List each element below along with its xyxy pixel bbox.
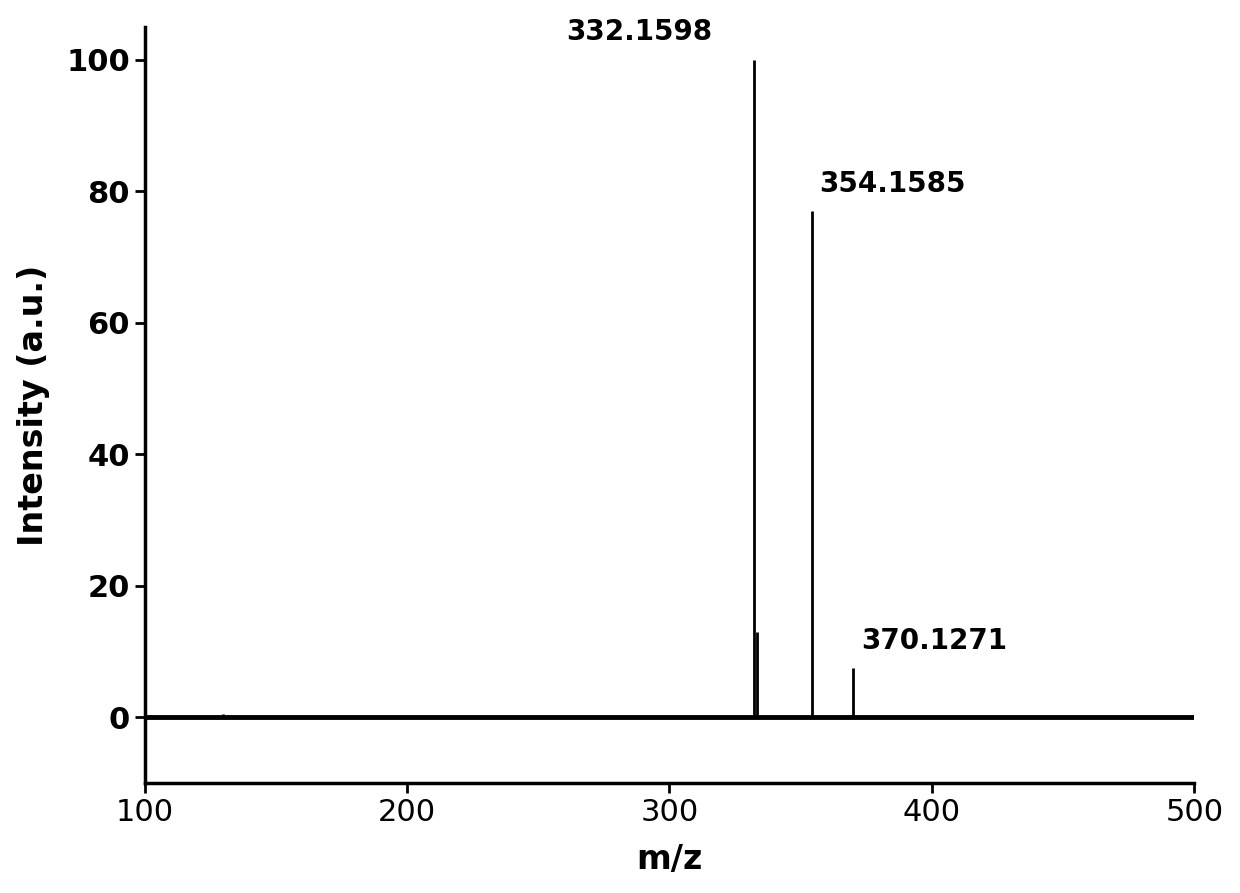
Text: 370.1271: 370.1271	[862, 627, 1007, 655]
X-axis label: m/z: m/z	[636, 843, 703, 876]
Text: 332.1598: 332.1598	[565, 19, 712, 46]
Text: 354.1585: 354.1585	[820, 170, 966, 197]
Y-axis label: Intensity (a.u.): Intensity (a.u.)	[16, 264, 50, 546]
